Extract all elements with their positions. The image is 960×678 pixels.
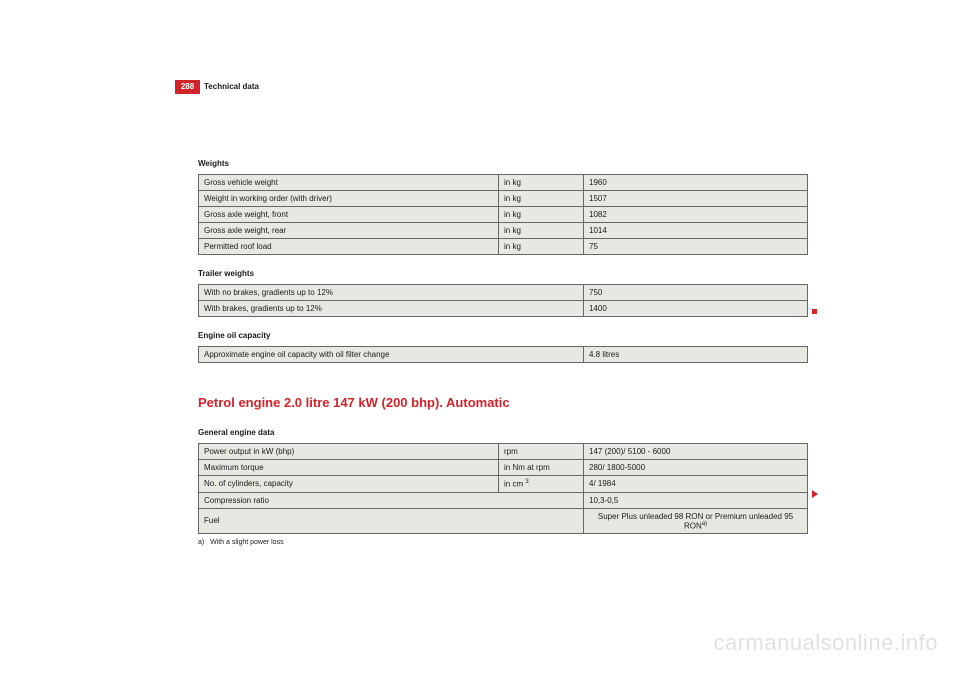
cell-unit: in kg — [499, 207, 584, 223]
cell-unit: in kg — [499, 175, 584, 191]
table-row: Approximate engine oil capacity with oil… — [199, 347, 808, 363]
footnote: a) With a slight power loss — [198, 539, 808, 546]
cell-label: Gross axle weight, front — [199, 207, 499, 223]
table-row: Compression ratio 10,3-0,5 — [199, 492, 808, 508]
page-section-title: Technical data — [204, 80, 259, 94]
table-row: Power output in kW (bhp) rpm 147 (200)/ … — [199, 444, 808, 460]
cell-value: 1507 — [584, 191, 808, 207]
cell-value: 10,3-0,5 — [584, 492, 808, 508]
continue-arrow-icon — [812, 490, 818, 498]
table-row: No. of cylinders, capacity in cm 3 4/ 19… — [199, 476, 808, 493]
cell-unit: in kg — [499, 239, 584, 255]
watermark-text: carmanualsonline.info — [713, 630, 938, 656]
cell-value: 75 — [584, 239, 808, 255]
table-row: With no brakes, gradients up to 12% 750 — [199, 285, 808, 301]
cell-label: Power output in kW (bhp) — [199, 444, 499, 460]
table-row: Gross axle weight, rear in kg 1014 — [199, 223, 808, 239]
page-number-badge: 288 — [175, 80, 200, 94]
cell-label: Maximum torque — [199, 460, 499, 476]
cell-label: Approximate engine oil capacity with oil… — [199, 347, 584, 363]
cell-label: With no brakes, gradients up to 12% — [199, 285, 584, 301]
cell-value: 280/ 1800-5000 — [584, 460, 808, 476]
table-row: Gross vehicle weight in kg 1960 — [199, 175, 808, 191]
cell-value: Super Plus unleaded 98 RON or Premium un… — [584, 508, 808, 534]
weights-heading: Weights — [198, 159, 808, 168]
cell-unit: in kg — [499, 191, 584, 207]
cell-value: 1082 — [584, 207, 808, 223]
content-area: Weights Gross vehicle weight in kg 1960 … — [198, 145, 808, 546]
cell-label: Compression ratio — [199, 492, 584, 508]
trailer-table: With no brakes, gradients up to 12% 750 … — [198, 284, 808, 317]
trailer-heading: Trailer weights — [198, 269, 808, 278]
oil-heading: Engine oil capacity — [198, 331, 808, 340]
cell-label: Gross vehicle weight — [199, 175, 499, 191]
cell-label: Weight in working order (with driver) — [199, 191, 499, 207]
cell-value: 1400 — [584, 301, 808, 317]
cell-value: 4.8 litres — [584, 347, 808, 363]
cell-unit: in cm 3 — [499, 476, 584, 493]
cell-label: No. of cylinders, capacity — [199, 476, 499, 493]
cell-value: 147 (200)/ 5100 - 6000 — [584, 444, 808, 460]
table-row: Gross axle weight, front in kg 1082 — [199, 207, 808, 223]
cell-label: Gross axle weight, rear — [199, 223, 499, 239]
table-row: Weight in working order (with driver) in… — [199, 191, 808, 207]
margin-marker-icon — [812, 309, 817, 314]
footnote-text: With a slight power loss — [210, 539, 284, 546]
cell-value: 4/ 1984 — [584, 476, 808, 493]
engine-title: Petrol engine 2.0 litre 147 kW (200 bhp)… — [198, 395, 808, 410]
cell-label: Permitted roof load — [199, 239, 499, 255]
cell-value: 750 — [584, 285, 808, 301]
table-row: Fuel Super Plus unleaded 98 RON or Premi… — [199, 508, 808, 534]
cell-unit: rpm — [499, 444, 584, 460]
cell-label: With brakes, gradients up to 12% — [199, 301, 584, 317]
table-row: With brakes, gradients up to 12% 1400 — [199, 301, 808, 317]
table-row: Maximum torque in Nm at rpm 280/ 1800-50… — [199, 460, 808, 476]
cell-value: 1960 — [584, 175, 808, 191]
table-row: Permitted roof load in kg 75 — [199, 239, 808, 255]
cell-value: 1014 — [584, 223, 808, 239]
cell-unit: in Nm at rpm — [499, 460, 584, 476]
oil-table: Approximate engine oil capacity with oil… — [198, 346, 808, 363]
footnote-marker: a) — [198, 539, 204, 546]
cell-unit: in kg — [499, 223, 584, 239]
page: 288 Technical data Weights Gross vehicle… — [0, 0, 960, 678]
cell-label: Fuel — [199, 508, 584, 534]
weights-table: Gross vehicle weight in kg 1960 Weight i… — [198, 174, 808, 255]
engine-table: Power output in kW (bhp) rpm 147 (200)/ … — [198, 443, 808, 534]
engine-data-heading: General engine data — [198, 428, 808, 437]
